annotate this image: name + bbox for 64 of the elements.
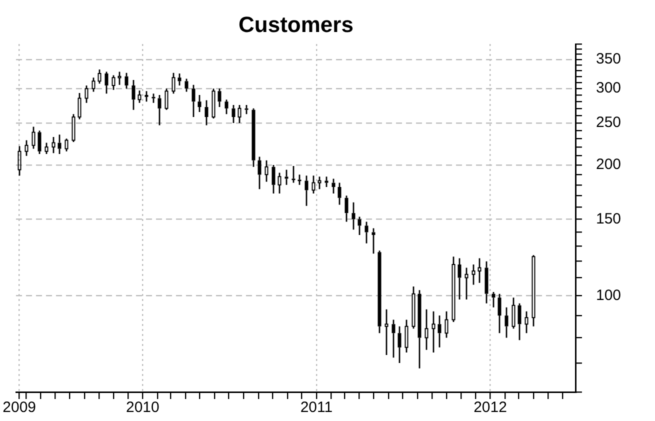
candlestick: [312, 174, 316, 194]
candlestick: [278, 172, 282, 194]
candlestick: [392, 319, 396, 358]
candlestick: [118, 71, 122, 86]
candlestick: [424, 308, 428, 351]
candlestick: [492, 291, 496, 308]
candlestick: [352, 202, 356, 230]
x-tick-label: 2010: [126, 399, 160, 416]
candlestick: [372, 228, 376, 254]
candlestick: [512, 296, 516, 330]
candlestick: [298, 174, 302, 186]
candlestick: [418, 289, 422, 370]
candlestick: [504, 306, 508, 338]
candlestick: [292, 165, 296, 184]
candlestick: [204, 100, 208, 126]
candlestick: [132, 79, 136, 111]
y-tick-label: 350: [596, 50, 622, 68]
candlestick: [444, 310, 448, 338]
candlestick: [58, 134, 62, 155]
candlestick: [472, 264, 476, 286]
candlestick: [398, 326, 402, 364]
candlestick: [498, 293, 502, 334]
y-tick-label: 250: [596, 114, 622, 132]
candlestick: [518, 302, 522, 341]
candlestick: [438, 314, 442, 348]
candlestick: [232, 104, 236, 124]
x-tick-label: 2011: [300, 399, 333, 416]
candlestick: [158, 94, 162, 126]
candlestick: [18, 145, 22, 176]
candlestick: [52, 136, 56, 154]
candlestick: [332, 178, 336, 194]
candlestick: [104, 71, 108, 94]
candlestick: [452, 256, 456, 323]
candlestick: [318, 176, 322, 190]
candlestick: [404, 319, 408, 354]
candlestick: [458, 258, 462, 300]
candlestick: [358, 216, 362, 236]
candlestick: [338, 182, 342, 206]
candlestick: [198, 94, 202, 113]
candlestick: [264, 160, 268, 182]
candlestick: [284, 169, 288, 186]
candlestick: [524, 310, 528, 334]
candlestick: [304, 174, 308, 207]
candlestick: [464, 267, 468, 300]
chart-title: Customers: [238, 12, 354, 38]
x-tick-label: 2012: [474, 399, 507, 416]
candlestick: [432, 310, 436, 354]
candlestick: [192, 84, 196, 118]
candlestick: [238, 104, 242, 124]
candlestick: [384, 308, 388, 356]
candlestick: [364, 221, 368, 244]
y-tick-label: 100: [596, 286, 622, 304]
candlestick: [412, 286, 416, 330]
y-tick-label: 300: [596, 80, 622, 97]
x-tick-label: 2009: [2, 399, 36, 416]
candlestick: [272, 164, 276, 194]
candlestick: [484, 260, 488, 304]
y-tick-label: 200: [596, 156, 622, 174]
candlestick: [344, 194, 348, 222]
y-tick-label: 150: [596, 210, 622, 228]
candlestick: [24, 140, 28, 157]
candlestick: [258, 156, 262, 190]
candlestick: [478, 258, 482, 284]
candlestick: [532, 254, 536, 328]
